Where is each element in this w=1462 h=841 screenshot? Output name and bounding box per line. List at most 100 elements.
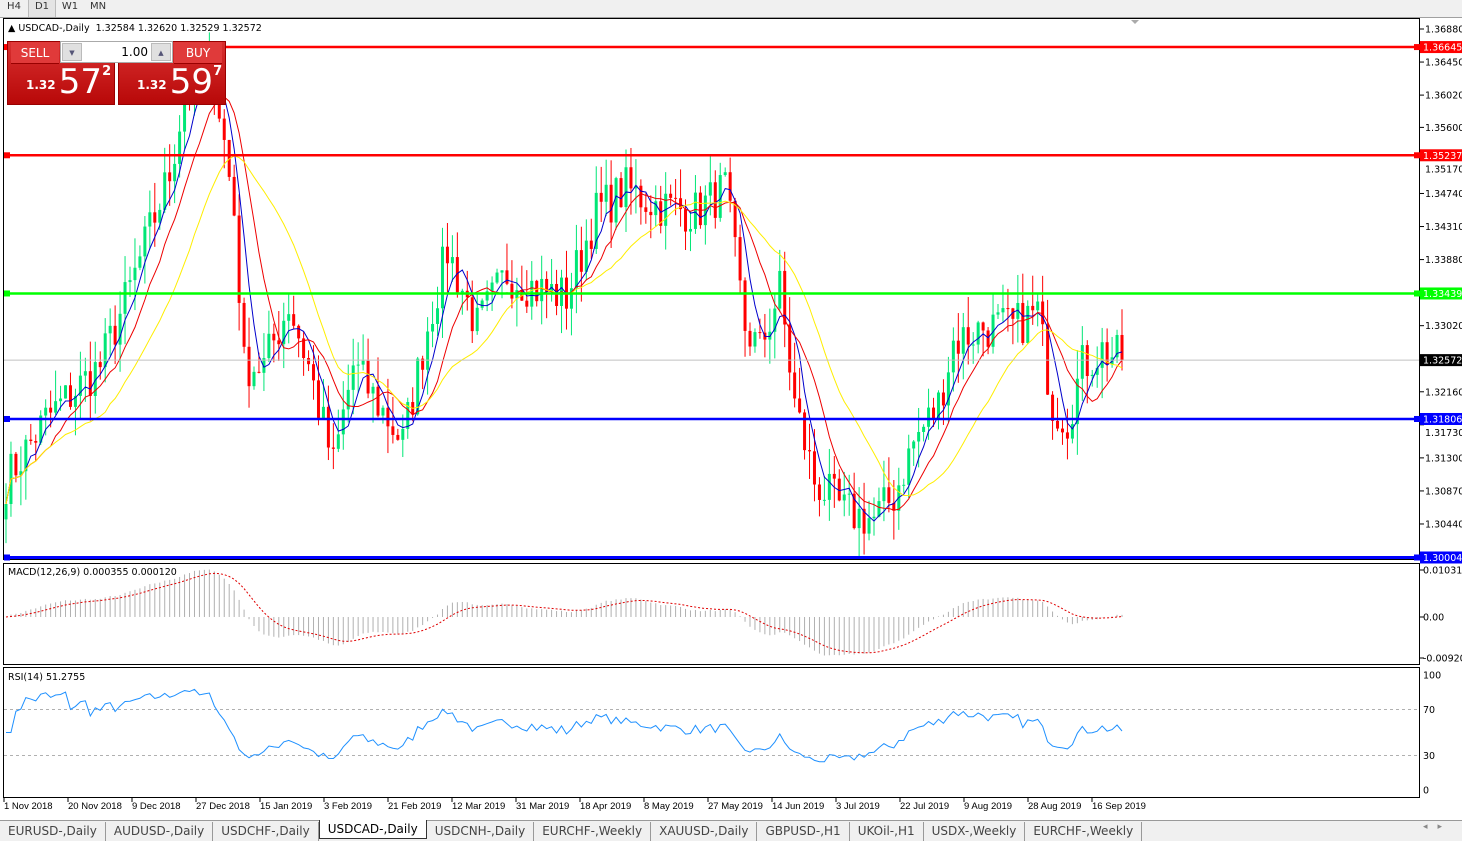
candle-body: [654, 201, 658, 216]
chart-tab[interactable]: AUDUSD-,Daily: [106, 822, 214, 841]
candle-body: [277, 340, 281, 345]
candle-body: [837, 478, 841, 501]
lot-increase-icon[interactable]: ▲: [151, 43, 171, 61]
candle-body: [1056, 420, 1060, 429]
candle-body: [168, 172, 172, 182]
candle-body: [460, 290, 464, 293]
candle-body: [545, 278, 549, 292]
candle-body: [932, 407, 936, 419]
time-axis-label: 20 Nov 2018: [68, 801, 122, 812]
candle-body: [371, 386, 375, 394]
candle-body: [832, 473, 836, 479]
candle-body: [599, 192, 603, 202]
current-price-tag: [1420, 354, 1462, 367]
candle-body: [495, 272, 499, 283]
candle-body: [1100, 342, 1104, 368]
timeframe-mn[interactable]: MN: [89, 1, 107, 12]
time-axis-label: 18 Apr 2019: [580, 801, 632, 812]
candle-body: [178, 131, 182, 164]
price-tick-label: 1.36880: [1425, 25, 1462, 36]
chart-tab[interactable]: EURCHF-,Weekly: [534, 822, 652, 841]
candle-body: [44, 407, 48, 416]
candle-body: [753, 332, 757, 347]
level-price-label: 1.35237: [1423, 151, 1462, 162]
price-tick-label: 1.30440: [1425, 519, 1462, 530]
time-axis-label: 16 Sep 2019: [1092, 801, 1146, 812]
time-axis-label: 9 Aug 2019: [964, 801, 1013, 812]
candle-body: [684, 209, 688, 232]
rsi-pane: [3, 667, 1420, 798]
level-price-tag: [1420, 287, 1462, 300]
candle-body: [500, 270, 504, 273]
candle-body: [1031, 305, 1035, 311]
chart-tab[interactable]: XAUUSD-,Daily: [651, 822, 758, 841]
candle-body: [872, 516, 876, 519]
candle-body: [128, 280, 132, 283]
candle-body: [1001, 308, 1005, 313]
price-tick-label: 1.35600: [1425, 123, 1462, 134]
lot-decrease-icon[interactable]: ▼: [62, 43, 82, 61]
candle-body: [356, 364, 360, 366]
chart-tab[interactable]: USDCHF-,Daily: [213, 822, 319, 841]
candle-body: [927, 407, 931, 427]
time-axis-label: 8 May 2019: [644, 801, 694, 812]
level-handle: [1414, 554, 1420, 561]
timeframe-d1[interactable]: D1: [28, 0, 56, 17]
candle-body: [133, 267, 137, 281]
timeframe-w1[interactable]: W1: [61, 1, 79, 12]
chart-tab[interactable]: USDCAD-,Daily: [318, 820, 427, 839]
candle-body: [634, 185, 638, 189]
candle-body: [728, 172, 732, 201]
lot-size-stepper[interactable]: ▼ 1.00 ▲: [60, 41, 173, 63]
price-tick-label: 1.34740: [1425, 189, 1462, 200]
chart-tab[interactable]: USDX-,Weekly: [924, 822, 1026, 841]
candle-body: [39, 415, 43, 443]
candle-body: [252, 371, 256, 387]
chart-tab[interactable]: USDCNH-,Daily: [427, 822, 535, 841]
chart-tab[interactable]: EURCHF-,Weekly: [1025, 822, 1143, 841]
chart-tab[interactable]: UKOil-,H1: [850, 822, 924, 841]
candle-body: [540, 278, 544, 302]
candle-body: [723, 172, 727, 176]
candle-body: [1065, 432, 1069, 439]
candle-body: [331, 447, 335, 449]
candle-body: [386, 407, 390, 427]
candle-body: [113, 325, 117, 345]
candle-body: [535, 280, 539, 302]
lot-size-input[interactable]: 1.00: [121, 45, 148, 59]
candle-body: [450, 257, 454, 264]
chart-tab[interactable]: EURUSD-,Daily: [0, 822, 106, 841]
candle-body: [857, 508, 861, 529]
candle-body: [812, 451, 816, 485]
price-tick-label: 1.33880: [1425, 255, 1462, 266]
level-handle: [1414, 44, 1420, 51]
price-tick-label: 1.36450: [1425, 58, 1462, 69]
time-axis-label: 15 Jan 2019: [260, 801, 313, 812]
level-handle: [4, 554, 10, 561]
candle-body: [455, 257, 459, 293]
candle-body: [431, 323, 435, 332]
candle-body: [674, 197, 678, 199]
candle-body: [326, 406, 330, 448]
candle-body: [1036, 301, 1040, 311]
timeframe-h4[interactable]: H4: [7, 1, 21, 12]
tab-scroll-arrows[interactable]: ◂▸: [1422, 822, 1452, 832]
level-handle: [4, 152, 10, 159]
candle-body: [525, 300, 529, 307]
price-tick-label: 1.35170: [1425, 164, 1462, 175]
candle-body: [401, 428, 405, 440]
moving-average-line: [5, 96, 1123, 511]
buy-price-pips: 59: [169, 62, 214, 102]
price-chart[interactable]: 1.36880 1.36450 1.36020 1.35600 1.35170 1.347…: [0, 18, 1462, 818]
candle-body: [793, 372, 797, 399]
sell-price-fraction: 2: [102, 64, 112, 79]
candle-body: [1046, 324, 1050, 395]
candle-body: [649, 211, 653, 216]
rsi-tick-label: 30: [1423, 751, 1435, 762]
candle-body: [778, 270, 782, 309]
rsi-tick-label: 0: [1423, 786, 1429, 797]
candle-body: [49, 407, 53, 413]
chart-tab[interactable]: GBPUSD-,H1: [757, 822, 850, 841]
candle-body: [93, 362, 97, 397]
macd-label: MACD(12,26,9) 0.000355 0.000120: [8, 567, 177, 578]
